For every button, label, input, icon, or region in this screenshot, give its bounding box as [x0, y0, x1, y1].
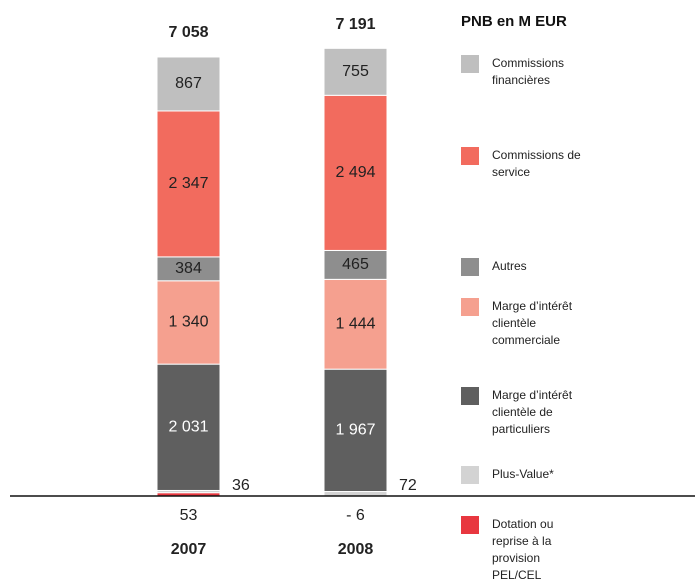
- legend-item: Commissions financières: [461, 55, 612, 89]
- value-label: 53: [180, 507, 198, 524]
- value-label: 1 340: [168, 314, 208, 331]
- x-tick-label: 2007: [171, 541, 207, 558]
- legend-swatch: [461, 466, 479, 484]
- value-label: 867: [175, 75, 202, 92]
- legend-swatch: [461, 387, 479, 405]
- bar-segment: [156, 110, 221, 258]
- legend-item: Marge d’intérêt clientèle de particulier…: [461, 387, 582, 438]
- bar-segment: [323, 278, 388, 370]
- value-label: 36: [232, 477, 250, 494]
- legend-label: Plus-Value*: [492, 467, 554, 481]
- legend-label: Commissions de service: [492, 148, 581, 179]
- x-tick-label: 2008: [338, 541, 374, 558]
- legend-label: Marge d’intérêt clientèle de particulier…: [492, 388, 573, 436]
- legend-title: PNB en M EUR: [461, 13, 567, 30]
- value-label: 384: [175, 260, 202, 277]
- legend-item: Dotation ou reprise à la provision PEL/C…: [461, 516, 582, 584]
- value-label: 1 967: [335, 422, 375, 439]
- total-label: 7 058: [168, 24, 208, 41]
- legend-item: Marge d’intérêt clientèle commerciale: [461, 298, 582, 349]
- bar-segment: [156, 363, 221, 491]
- value-label: 2 347: [168, 175, 208, 192]
- legend-label: Commissions financières: [492, 56, 565, 87]
- value-label: 2 494: [335, 164, 375, 181]
- value-label: - 6: [346, 507, 365, 524]
- bar-segment: [323, 94, 388, 251]
- legend-swatch: [461, 147, 479, 165]
- legend-swatch: [461, 516, 479, 534]
- total-label: 7 191: [335, 16, 375, 33]
- value-label: 1 444: [335, 315, 375, 332]
- legend-swatch: [461, 55, 479, 73]
- value-label: 72: [399, 477, 417, 494]
- legend-label: Marge d’intérêt clientèle commerciale: [492, 299, 573, 347]
- legend-swatch: [461, 258, 479, 276]
- value-label: 465: [342, 256, 369, 273]
- legend-item: Commissions de service: [461, 147, 582, 181]
- legend-label: Dotation ou reprise à la provision PEL/C…: [492, 517, 554, 582]
- legend-item: Plus-Value*: [461, 466, 582, 484]
- bar-segment: [156, 56, 221, 112]
- value-label: 755: [342, 63, 369, 80]
- bar-segment: [156, 280, 221, 365]
- bar-segment: [323, 368, 388, 493]
- page: {"chart_data": {"type": "stacked_bar", "…: [10, 13, 695, 582]
- legend-label: Autres: [492, 259, 527, 273]
- value-label: 2 031: [168, 419, 208, 436]
- chart: 53 36 2 031 1 340 384 2 347 867 7 058 2007 - 6 72 1…: [10, 16, 695, 558]
- legend-item: Autres: [461, 258, 582, 276]
- bar-segment: [323, 249, 388, 280]
- legend-swatch: [461, 298, 479, 316]
- bar-segment: [323, 47, 388, 96]
